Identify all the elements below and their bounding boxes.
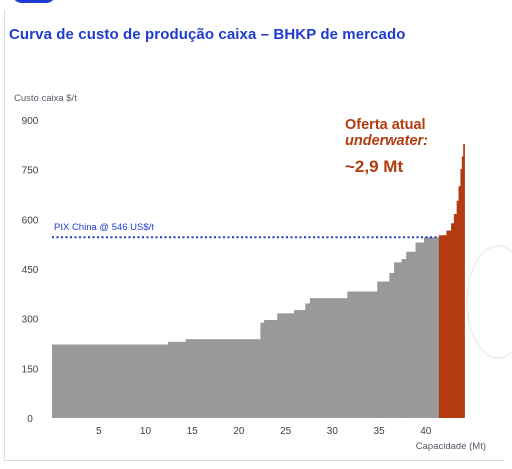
cost-step-2 xyxy=(185,339,261,418)
cost-step-1 xyxy=(167,341,187,418)
cost-step-4 xyxy=(264,319,278,418)
y-tick-label-2: 300 xyxy=(22,315,39,326)
annotation-line-3: ~2,9 Mt xyxy=(345,157,403,176)
y-tick-label-4: 600 xyxy=(22,215,39,226)
y-tick-label-0: 0 xyxy=(27,414,33,425)
underwater-step-1 xyxy=(446,230,452,418)
x-tick-label-1: 10 xyxy=(140,426,152,437)
underwater-step-5 xyxy=(458,186,461,418)
x-tick-label-7: 40 xyxy=(420,426,432,437)
x-tick-label-0: 5 xyxy=(96,426,102,437)
underwater-step-6 xyxy=(460,169,463,418)
cost-step-8 xyxy=(309,298,348,418)
underwater-step-2 xyxy=(451,223,455,418)
slide-frame xyxy=(4,10,504,461)
cost-step-13 xyxy=(401,259,407,418)
annotation-line-1: Oferta atual xyxy=(345,117,426,133)
underwater-step-4 xyxy=(456,200,459,418)
cost-step-16 xyxy=(423,237,440,418)
cost-step-5 xyxy=(277,313,295,418)
x-axis-label: Capacidade (Mt) xyxy=(416,441,486,452)
cost-step-12 xyxy=(394,262,402,418)
x-tick-label-2: 15 xyxy=(187,426,199,437)
cost-step-6 xyxy=(294,310,306,418)
annotation-line-2: underwater: xyxy=(345,133,428,149)
y-tick-label-1: 150 xyxy=(22,364,39,375)
x-tick-label-6: 35 xyxy=(374,426,386,437)
x-tick-label-4: 25 xyxy=(280,426,292,437)
reference-line-label: PIX China @ 546 US$/t xyxy=(54,222,154,233)
cost-step-11 xyxy=(389,272,395,418)
cost-step-3 xyxy=(260,322,265,418)
underwater-step-3 xyxy=(453,214,457,418)
cost-step-9 xyxy=(347,291,378,418)
brand-logo-fragment xyxy=(12,0,56,3)
cost-step-10 xyxy=(377,281,390,418)
underwater-step-0 xyxy=(438,235,447,418)
x-tick-label-5: 30 xyxy=(327,426,339,437)
cost-step-14 xyxy=(406,251,416,418)
x-tick-label-3: 20 xyxy=(233,426,245,437)
cost-step-15 xyxy=(415,242,425,418)
slide-title: Curva de custo de produção caixa – BHKP … xyxy=(9,26,406,43)
y-axis-label: Custo caixa $/t xyxy=(14,93,77,104)
y-tick-label-6: 900 xyxy=(22,116,39,127)
y-tick-label-5: 750 xyxy=(22,166,39,177)
cost-step-0 xyxy=(52,344,169,418)
underwater-step-8 xyxy=(463,143,465,418)
cost-step-7 xyxy=(305,303,311,418)
y-tick-label-3: 450 xyxy=(22,265,39,276)
underwater-step-7 xyxy=(461,156,464,418)
